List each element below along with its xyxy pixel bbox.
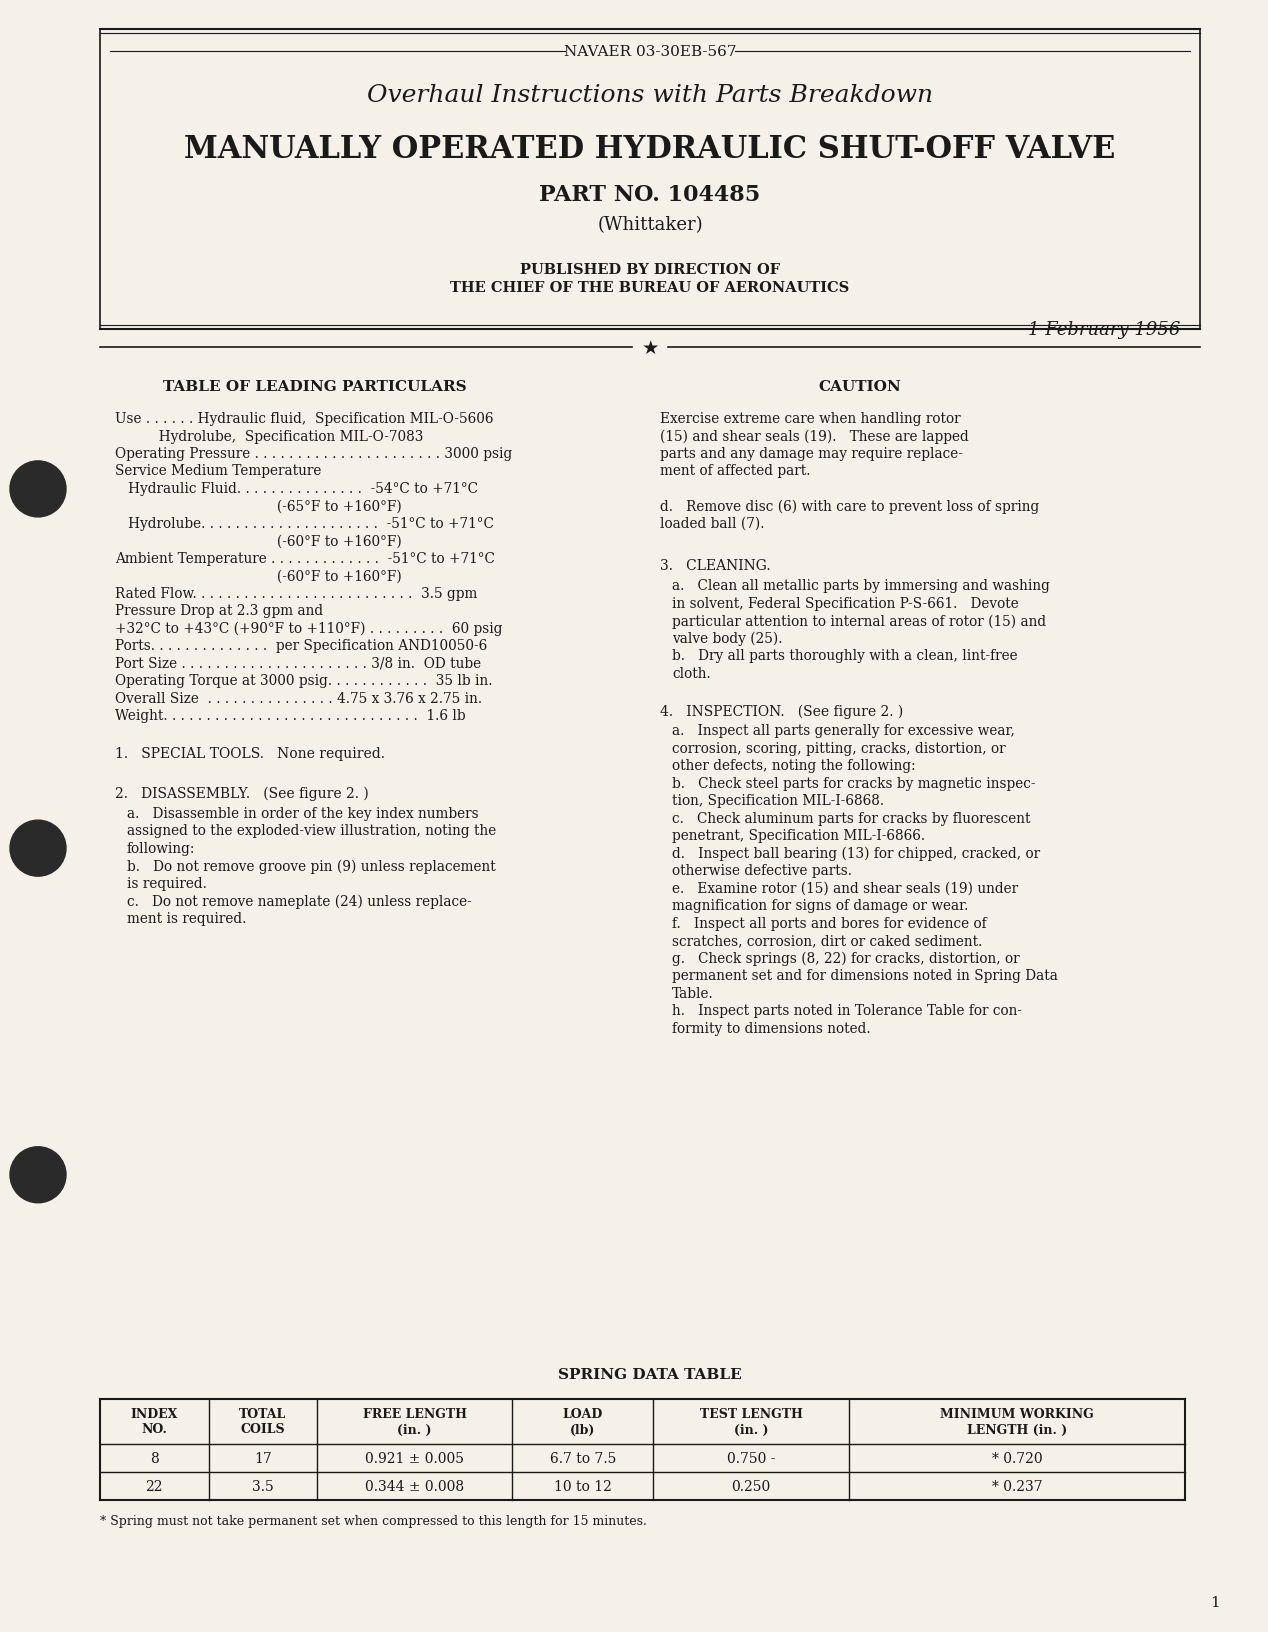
Text: is required.: is required. — [127, 876, 207, 891]
Circle shape — [10, 1147, 66, 1203]
Text: scratches, corrosion, dirt or caked sediment.: scratches, corrosion, dirt or caked sedi… — [672, 934, 983, 948]
Text: particular attention to internal areas of rotor (15) and: particular attention to internal areas o… — [672, 614, 1046, 628]
Text: LOAD
(lb): LOAD (lb) — [563, 1408, 604, 1436]
Text: 10 to 12: 10 to 12 — [554, 1479, 611, 1493]
Text: b.   Check steel parts for cracks by magnetic inspec-: b. Check steel parts for cracks by magne… — [672, 777, 1036, 790]
Text: formity to dimensions noted.: formity to dimensions noted. — [672, 1022, 871, 1035]
Text: TEST LENGTH
(in. ): TEST LENGTH (in. ) — [700, 1408, 803, 1436]
Text: otherwise defective parts.: otherwise defective parts. — [672, 863, 852, 878]
Circle shape — [10, 821, 66, 876]
Text: 1: 1 — [1210, 1594, 1220, 1609]
Text: Table.: Table. — [672, 986, 714, 1000]
Text: INDEX
NO.: INDEX NO. — [131, 1408, 178, 1436]
Text: loaded ball (7).: loaded ball (7). — [661, 517, 765, 530]
Text: a.   Inspect all parts generally for excessive wear,: a. Inspect all parts generally for exces… — [672, 725, 1014, 738]
Text: Pressure Drop at 2.3 gpm and: Pressure Drop at 2.3 gpm and — [115, 604, 323, 619]
Text: c.   Check aluminum parts for cracks by fluorescent: c. Check aluminum parts for cracks by fl… — [672, 811, 1031, 826]
Text: other defects, noting the following:: other defects, noting the following: — [672, 759, 915, 774]
Text: PART NO. 104485: PART NO. 104485 — [539, 184, 761, 206]
Text: f.   Inspect all ports and bores for evidence of: f. Inspect all ports and bores for evide… — [672, 917, 987, 930]
Text: ment is required.: ment is required. — [127, 911, 246, 925]
Text: e.   Examine rotor (15) and shear seals (19) under: e. Examine rotor (15) and shear seals (1… — [672, 881, 1018, 896]
Text: assigned to the exploded-view illustration, noting the: assigned to the exploded-view illustrati… — [127, 824, 496, 837]
Text: b.   Dry all parts thoroughly with a clean, lint-free: b. Dry all parts thoroughly with a clean… — [672, 650, 1018, 663]
Text: 1.   SPECIAL TOOLS.   None required.: 1. SPECIAL TOOLS. None required. — [115, 746, 385, 761]
Text: MINIMUM WORKING
LENGTH (in. ): MINIMUM WORKING LENGTH (in. ) — [940, 1408, 1094, 1436]
Text: Service Medium Temperature: Service Medium Temperature — [115, 463, 321, 478]
Text: 2.   DISASSEMBLY.   (See figure 2. ): 2. DISASSEMBLY. (See figure 2. ) — [115, 787, 369, 801]
Text: permanent set and for dimensions noted in Spring Data: permanent set and for dimensions noted i… — [672, 969, 1058, 982]
Text: Port Size . . . . . . . . . . . . . . . . . . . . . . 3/8 in.  OD tube: Port Size . . . . . . . . . . . . . . . … — [115, 656, 481, 671]
Text: 8: 8 — [150, 1451, 158, 1466]
Text: 22: 22 — [146, 1479, 164, 1493]
Text: PUBLISHED BY DIRECTION OF: PUBLISHED BY DIRECTION OF — [520, 263, 780, 277]
Text: * Spring must not take permanent set when compressed to this length for 15 minut: * Spring must not take permanent set whe… — [100, 1514, 647, 1528]
Text: (Whittaker): (Whittaker) — [597, 215, 702, 233]
Text: Operating Torque at 3000 psig. . . . . . . . . . . .  35 lb in.: Operating Torque at 3000 psig. . . . . .… — [115, 674, 492, 689]
Text: THE CHIEF OF THE BUREAU OF AERONAUTICS: THE CHIEF OF THE BUREAU OF AERONAUTICS — [450, 281, 850, 295]
Text: magnification for signs of damage or wear.: magnification for signs of damage or wea… — [672, 899, 969, 912]
Text: d.   Inspect ball bearing (13) for chipped, cracked, or: d. Inspect ball bearing (13) for chipped… — [672, 847, 1040, 860]
Text: MANUALLY OPERATED HYDRAULIC SHUT-OFF VALVE: MANUALLY OPERATED HYDRAULIC SHUT-OFF VAL… — [184, 134, 1116, 165]
Text: ment of affected part.: ment of affected part. — [661, 463, 810, 478]
Text: 17: 17 — [254, 1451, 271, 1466]
Text: tion, Specification MIL-I-6868.: tion, Specification MIL-I-6868. — [672, 795, 884, 808]
Text: 3.   CLEANING.: 3. CLEANING. — [661, 560, 771, 573]
Text: Ambient Temperature . . . . . . . . . . . . .  -51°C to +71°C: Ambient Temperature . . . . . . . . . . … — [115, 552, 495, 566]
Text: Use . . . . . . Hydraulic fluid,  Specification MIL-O-5606: Use . . . . . . Hydraulic fluid, Specifi… — [115, 411, 493, 426]
Text: b.   Do not remove groove pin (9) unless replacement: b. Do not remove groove pin (9) unless r… — [127, 858, 496, 873]
Text: (15) and shear seals (19).   These are lapped: (15) and shear seals (19). These are lap… — [661, 429, 969, 444]
Text: corrosion, scoring, pitting, cracks, distortion, or: corrosion, scoring, pitting, cracks, dis… — [672, 741, 1006, 756]
Text: Exercise extreme care when handling rotor: Exercise extreme care when handling roto… — [661, 411, 961, 426]
Text: 3.5: 3.5 — [252, 1479, 274, 1493]
Text: Weight. . . . . . . . . . . . . . . . . . . . . . . . . . . . . .  1.6 lb: Weight. . . . . . . . . . . . . . . . . … — [115, 708, 465, 723]
Text: 0.921 ± 0.005: 0.921 ± 0.005 — [365, 1451, 464, 1466]
Text: g.   Check springs (8, 22) for cracks, distortion, or: g. Check springs (8, 22) for cracks, dis… — [672, 951, 1019, 966]
Text: 6.7 to 7.5: 6.7 to 7.5 — [549, 1451, 616, 1466]
Text: 4.   INSPECTION.   (See figure 2. ): 4. INSPECTION. (See figure 2. ) — [661, 703, 903, 718]
Text: 0.750 -: 0.750 - — [727, 1451, 775, 1466]
Text: Overall Size  . . . . . . . . . . . . . . . 4.75 x 3.76 x 2.75 in.: Overall Size . . . . . . . . . . . . . .… — [115, 692, 482, 705]
Text: 0.250: 0.250 — [732, 1479, 771, 1493]
Text: NAVAER 03-30EB-567: NAVAER 03-30EB-567 — [564, 46, 737, 59]
Text: TOTAL
COILS: TOTAL COILS — [240, 1408, 287, 1436]
Text: TABLE OF LEADING PARTICULARS: TABLE OF LEADING PARTICULARS — [164, 380, 467, 393]
Text: +32°C to +43°C (+90°F to +110°F) . . . . . . . . .  60 psig: +32°C to +43°C (+90°F to +110°F) . . . .… — [115, 622, 502, 636]
Text: SPRING DATA TABLE: SPRING DATA TABLE — [558, 1368, 742, 1381]
Circle shape — [10, 462, 66, 517]
Text: c.   Do not remove nameplate (24) unless replace-: c. Do not remove nameplate (24) unless r… — [127, 894, 472, 909]
Text: d.   Remove disc (6) with care to prevent loss of spring: d. Remove disc (6) with care to prevent … — [661, 499, 1040, 514]
Text: Hydrolube,  Specification MIL-O-7083: Hydrolube, Specification MIL-O-7083 — [115, 429, 424, 444]
Text: a.   Disassemble in order of the key index numbers: a. Disassemble in order of the key index… — [127, 806, 478, 821]
Text: following:: following: — [127, 842, 195, 855]
Text: parts and any damage may require replace-: parts and any damage may require replace… — [661, 447, 962, 460]
Text: h.   Inspect parts noted in Tolerance Table for con-: h. Inspect parts noted in Tolerance Tabl… — [672, 1004, 1022, 1018]
Text: * 0.720: * 0.720 — [992, 1451, 1042, 1466]
Text: 1 February 1956: 1 February 1956 — [1027, 322, 1181, 339]
Text: a.   Clean all metallic parts by immersing and washing: a. Clean all metallic parts by immersing… — [672, 579, 1050, 592]
Text: in solvent, Federal Specification P-S-661.   Devote: in solvent, Federal Specification P-S-66… — [672, 597, 1018, 610]
Text: Ports. . . . . . . . . . . . . .  per Specification AND10050-6: Ports. . . . . . . . . . . . . . per Spe… — [115, 640, 487, 653]
Text: Operating Pressure . . . . . . . . . . . . . . . . . . . . . . 3000 psig: Operating Pressure . . . . . . . . . . .… — [115, 447, 512, 460]
Text: valve body (25).: valve body (25). — [672, 632, 782, 646]
Text: Rated Flow. . . . . . . . . . . . . . . . . . . . . . . . . .  3.5 gpm: Rated Flow. . . . . . . . . . . . . . . … — [115, 586, 477, 601]
Text: 0.344 ± 0.008: 0.344 ± 0.008 — [365, 1479, 464, 1493]
Text: Hydrolube. . . . . . . . . . . . . . . . . . . . .  -51°C to +71°C: Hydrolube. . . . . . . . . . . . . . . .… — [115, 517, 493, 530]
Text: ★: ★ — [642, 338, 659, 357]
Text: Hydraulic Fluid. . . . . . . . . . . . . . .  -54°C to +71°C: Hydraulic Fluid. . . . . . . . . . . . .… — [115, 481, 478, 496]
Text: Overhaul Instructions with Parts Breakdown: Overhaul Instructions with Parts Breakdo… — [366, 83, 933, 106]
Text: (-60°F to +160°F): (-60°F to +160°F) — [115, 570, 402, 583]
Text: cloth.: cloth. — [672, 666, 711, 681]
Text: CAUTION: CAUTION — [819, 380, 902, 393]
Text: * 0.237: * 0.237 — [992, 1479, 1042, 1493]
Text: (-60°F to +160°F): (-60°F to +160°F) — [115, 534, 402, 548]
Text: FREE LENGTH
(in. ): FREE LENGTH (in. ) — [363, 1408, 467, 1436]
Text: (-65°F to +160°F): (-65°F to +160°F) — [115, 499, 402, 512]
Text: penetrant, Specification MIL-I-6866.: penetrant, Specification MIL-I-6866. — [672, 829, 926, 844]
